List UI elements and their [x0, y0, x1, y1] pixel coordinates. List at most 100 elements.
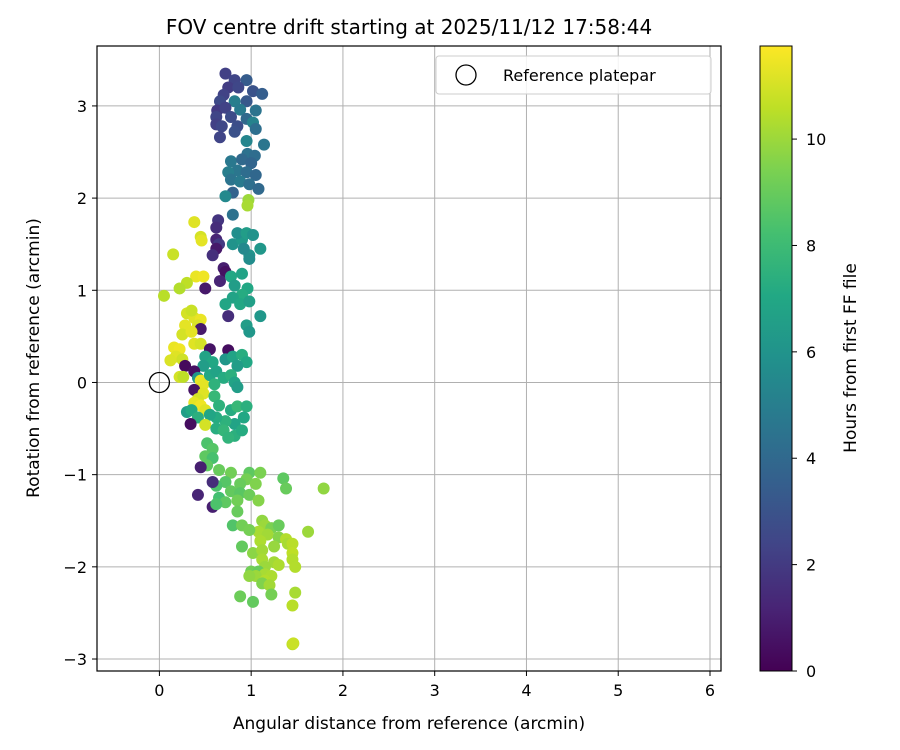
data-point	[185, 304, 198, 317]
colorbar-ticks: 0 2 4 6 8 10	[792, 130, 826, 681]
data-point	[243, 570, 256, 583]
data-point	[243, 488, 256, 501]
data-point	[194, 461, 207, 474]
data-point	[208, 378, 221, 391]
data-point	[179, 359, 192, 372]
data-point	[197, 378, 210, 391]
data-point	[185, 325, 198, 338]
data-point	[197, 270, 210, 283]
data-point	[231, 164, 244, 177]
colorbar-tick-label: 4	[806, 449, 816, 468]
data-point	[219, 496, 232, 509]
data-point	[222, 431, 235, 444]
data-point	[188, 216, 201, 229]
chart-title: FOV centre drift starting at 2025/11/12 …	[166, 15, 652, 39]
data-point	[231, 494, 244, 507]
data-point	[243, 252, 256, 265]
colorbar-gradient	[759, 45, 793, 672]
plot-background	[97, 46, 721, 671]
legend-label: Reference platepar	[503, 66, 656, 85]
x-tick-label: 3	[430, 681, 440, 700]
data-point	[224, 173, 237, 186]
data-point	[254, 242, 267, 255]
y-tick-label: −2	[63, 558, 87, 577]
data-point	[194, 337, 207, 350]
data-point	[231, 505, 244, 518]
data-point	[206, 356, 219, 369]
data-point	[234, 175, 247, 188]
data-point	[234, 298, 247, 311]
data-point	[252, 182, 265, 195]
data-point	[194, 323, 207, 336]
y-axis-ticks: −3 −2 −1 0 1 2 3	[63, 97, 97, 669]
data-point	[224, 155, 237, 168]
data-point	[219, 298, 232, 311]
data-point	[286, 599, 299, 612]
data-point	[287, 637, 300, 650]
data-point	[235, 540, 248, 553]
data-point	[199, 418, 212, 431]
x-tick-label: 4	[521, 681, 531, 700]
data-point	[235, 153, 248, 166]
data-point	[184, 417, 197, 430]
legend-box	[435, 55, 712, 95]
data-point	[280, 482, 293, 495]
data-point	[208, 390, 221, 403]
data-point	[240, 95, 253, 108]
data-point	[222, 310, 235, 323]
data-point	[226, 238, 239, 251]
y-tick-label: −1	[63, 466, 87, 485]
data-point	[226, 350, 239, 363]
data-point	[164, 354, 177, 367]
data-point	[235, 267, 248, 280]
data-point	[215, 120, 228, 133]
data-point	[226, 208, 239, 221]
data-point	[249, 477, 262, 490]
data-point	[219, 67, 232, 80]
data-point	[240, 400, 253, 413]
data-point	[247, 595, 259, 608]
data-point	[231, 359, 244, 372]
data-point	[157, 289, 170, 302]
x-axis-ticks: 0 1 2 3 4 5 6	[154, 671, 715, 700]
x-axis-label: Angular distance from reference (arcmin)	[233, 714, 585, 734]
y-axis-label: Rotation from reference (arcmin)	[24, 218, 44, 498]
plot-frame	[96, 45, 722, 672]
colorbar-tick-label: 8	[806, 236, 816, 255]
colorbar-tick-label: 0	[806, 662, 816, 681]
data-point	[195, 234, 208, 247]
data-point	[188, 383, 201, 396]
data-point	[249, 169, 262, 182]
data-point	[243, 325, 256, 338]
data-point	[247, 228, 259, 241]
data-point	[234, 103, 247, 116]
x-tick-label: 0	[154, 681, 164, 700]
plot-area: 0 1 2 3 4 5 6 −3 −2 −1 0 1 2 3	[63, 45, 722, 700]
data-point	[240, 356, 253, 369]
data-point	[240, 166, 253, 179]
data-point	[210, 221, 223, 234]
data-point	[232, 81, 245, 94]
data-point	[237, 242, 250, 255]
data-points	[157, 67, 330, 651]
data-point	[237, 411, 250, 424]
colorbar-tick-label: 10	[806, 130, 826, 149]
data-point	[265, 588, 278, 601]
data-point	[289, 586, 302, 599]
data-point	[213, 131, 226, 144]
data-point	[317, 482, 330, 495]
x-tick-label: 6	[705, 681, 715, 700]
data-point	[286, 537, 299, 550]
data-point	[219, 476, 232, 489]
y-tick-label: −3	[63, 650, 87, 669]
data-point	[213, 275, 226, 288]
data-point	[219, 415, 232, 428]
y-tick-label: 2	[77, 189, 87, 208]
data-point	[197, 359, 210, 372]
data-point	[167, 248, 180, 261]
data-point	[203, 408, 216, 421]
reference-platepar-point	[148, 371, 171, 394]
data-point	[206, 249, 219, 262]
data-point	[231, 227, 244, 240]
